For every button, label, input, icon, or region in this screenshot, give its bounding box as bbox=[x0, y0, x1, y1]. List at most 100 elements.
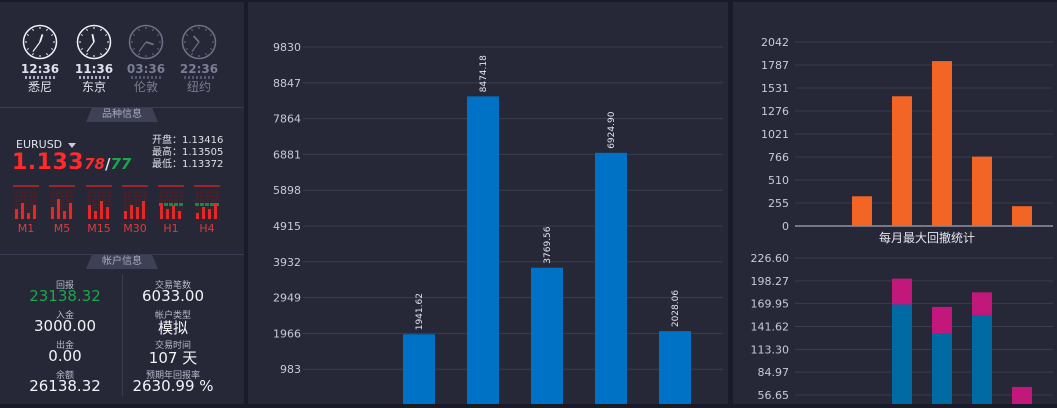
world-clock: 03:36 伦敦 bbox=[126, 24, 166, 95]
timeframe-strength-graphic bbox=[13, 185, 39, 219]
left-panel: 12:36 悉尼 11:36 东京 03:36 伦敦 bbox=[0, 2, 244, 404]
y-tick-label: 56.65 bbox=[758, 389, 790, 402]
stacked-bar-base bbox=[892, 304, 912, 408]
y-tick-label: 1276 bbox=[761, 105, 789, 118]
timeframe-strength-graphic bbox=[122, 185, 148, 219]
chart-title: 每月最大回撤统计 bbox=[879, 230, 975, 245]
clock-dots bbox=[25, 76, 55, 79]
bar bbox=[972, 156, 992, 226]
price-green: 77 bbox=[110, 155, 132, 173]
bar-value-label: 2028.06 bbox=[671, 290, 681, 327]
high-label: 最高： bbox=[152, 147, 182, 158]
account-label: 交易时间 bbox=[154, 341, 191, 351]
account-value: 107 天 bbox=[148, 349, 198, 367]
timeframe-tab[interactable]: H4 bbox=[199, 222, 215, 235]
bar-value-label: 1941.62 bbox=[415, 293, 425, 330]
y-tick-label: 4915 bbox=[273, 220, 301, 233]
bar-value-label: 8474.18 bbox=[479, 55, 489, 92]
y-tick-label: 8847 bbox=[273, 77, 301, 90]
price-big: 1.133 bbox=[12, 150, 85, 175]
y-tick-label: 141.62 bbox=[751, 321, 790, 334]
clock-icon bbox=[181, 24, 217, 60]
price-small: 78 bbox=[84, 155, 105, 173]
y-tick-label: 1531 bbox=[761, 82, 789, 95]
timeframe-strength-graphic bbox=[86, 185, 112, 219]
bar bbox=[531, 267, 563, 405]
account-value: 6033.00 bbox=[141, 287, 205, 305]
clock-dots bbox=[79, 76, 109, 79]
open-label: 开盘： bbox=[152, 135, 182, 146]
right-charts: 0 255 510 766 1021 1276 1531 1787 2042 每月最大回撤统计 56… bbox=[751, 36, 1053, 408]
timeframe-tab[interactable]: M30 bbox=[123, 222, 147, 235]
clock-city: 东京 bbox=[81, 80, 106, 94]
account-label: 余额 bbox=[55, 371, 74, 381]
timeframe-tab[interactable]: H1 bbox=[163, 222, 179, 235]
bar bbox=[852, 196, 872, 226]
y-tick-label: 766 bbox=[768, 151, 789, 164]
clock-icon bbox=[22, 24, 58, 60]
y-tick-label: 1787 bbox=[761, 59, 789, 72]
stacked-bar-top bbox=[1012, 386, 1032, 408]
bar bbox=[1012, 206, 1032, 226]
monthly-profit-chart: 983 1966 2949 3932 4915 5898 6881 7864 8847 9830 1… bbox=[273, 41, 723, 405]
y-tick-label: 113.30 bbox=[751, 343, 790, 356]
symbol-name: EURUSD bbox=[16, 138, 63, 151]
clock-time: 03:36 bbox=[126, 62, 166, 76]
bar-value-label: 6924.90 bbox=[607, 111, 617, 148]
world-clock: 22:36 纽约 bbox=[179, 24, 219, 95]
ohl-stats: 开盘：1.13416 最高：1.13505 最低：1.13372 bbox=[152, 135, 223, 171]
clock-city: 纽约 bbox=[186, 80, 211, 94]
y-tick-label: 1021 bbox=[761, 128, 789, 141]
clock-city: 伦敦 bbox=[133, 80, 158, 94]
y-tick-label: 1966 bbox=[273, 327, 301, 340]
chevron-down-icon[interactable] bbox=[68, 142, 77, 148]
account-label: 出金 bbox=[55, 341, 74, 351]
clock-time: 11:36 bbox=[74, 62, 114, 76]
symbol-selector[interactable]: EURUSD bbox=[16, 138, 77, 151]
stacked-bar-top bbox=[932, 306, 952, 334]
stacked-bar-base bbox=[972, 314, 992, 408]
open-value: 1.13416 bbox=[182, 135, 224, 146]
account-section-title: 帐户信息 bbox=[86, 255, 158, 269]
bar-value-label: 3769.56 bbox=[543, 226, 553, 263]
timeframe-tab[interactable]: M1 bbox=[17, 222, 35, 235]
world-clock: 12:36 悉尼 bbox=[20, 24, 60, 95]
y-tick-label: 3932 bbox=[273, 256, 301, 269]
account-value: 26138.32 bbox=[29, 377, 101, 395]
y-tick-label: 226.60 bbox=[751, 252, 790, 265]
clock-time: 22:36 bbox=[179, 62, 219, 76]
y-tick-label: 169.95 bbox=[751, 298, 790, 311]
y-tick-label: 6881 bbox=[273, 148, 301, 161]
timeframe-strength-graphic bbox=[49, 185, 75, 219]
clock-icon bbox=[76, 24, 112, 60]
high-value: 1.13505 bbox=[182, 147, 224, 158]
clock-city: 悉尼 bbox=[27, 80, 52, 94]
account-value: 23138.32 bbox=[29, 287, 101, 305]
account-label: 预期年回报率 bbox=[145, 371, 200, 381]
clock-icon bbox=[128, 24, 164, 60]
stacked-bar-base bbox=[932, 333, 952, 408]
account-value: 3000.00 bbox=[33, 317, 97, 335]
y-tick-label: 5898 bbox=[273, 184, 301, 197]
low-label: 最低： bbox=[152, 159, 182, 170]
account-label: 回报 bbox=[55, 281, 74, 291]
account-label: 交易笔数 bbox=[154, 281, 191, 291]
y-tick-label: 9830 bbox=[273, 41, 301, 54]
timeframe-tab[interactable]: M15 bbox=[87, 222, 111, 235]
y-tick-label: 7864 bbox=[273, 113, 301, 126]
y-tick-label: 2949 bbox=[273, 292, 301, 305]
right-chart-panel: 0 255 510 766 1021 1276 1531 1787 2042 每月最大回撤统计 56… bbox=[733, 2, 1057, 408]
bar bbox=[403, 334, 435, 405]
account-value: 模拟 bbox=[157, 319, 188, 337]
timeframe-tab[interactable]: M5 bbox=[53, 222, 71, 235]
y-tick-label: 983 bbox=[280, 363, 301, 376]
clock-time: 12:36 bbox=[20, 62, 60, 76]
main-chart-panel: 983 1966 2949 3932 4915 5898 6881 7864 8847 9830 1… bbox=[248, 2, 728, 405]
y-tick-label: 84.97 bbox=[758, 366, 790, 379]
clock-dots bbox=[131, 76, 161, 79]
stacked-bar-top bbox=[972, 292, 992, 315]
symbol-section-title: 品种信息 bbox=[86, 108, 158, 122]
low-value: 1.13372 bbox=[182, 159, 224, 170]
account-label: 帐户类型 bbox=[154, 311, 191, 321]
account-divider bbox=[122, 274, 123, 396]
